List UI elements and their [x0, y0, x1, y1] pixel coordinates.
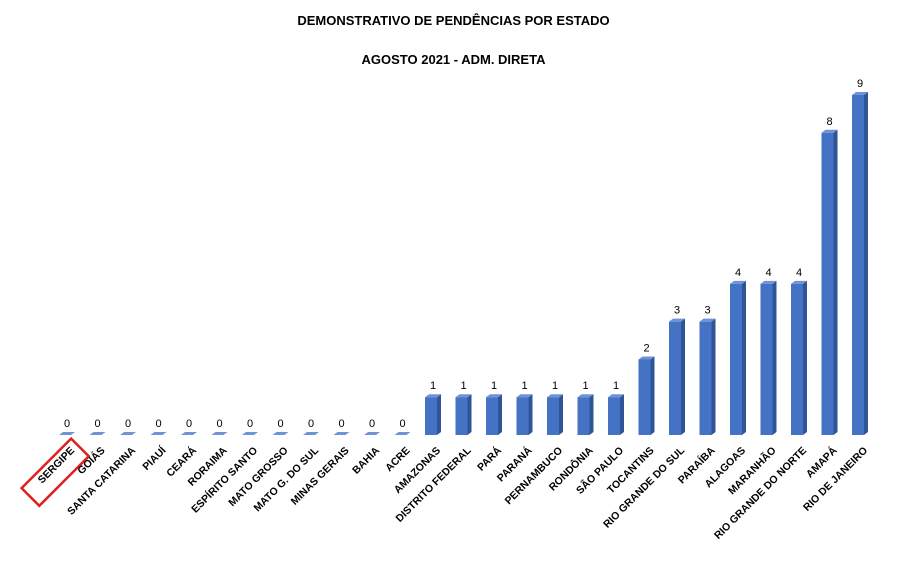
- bar-side: [620, 394, 624, 435]
- bar-top: [364, 432, 380, 435]
- bar-top: [821, 129, 838, 133]
- data-label: 3: [704, 305, 710, 317]
- bar-top: [760, 280, 777, 284]
- category-label: PARÁ: [474, 444, 504, 474]
- bar-top: [455, 394, 472, 398]
- bar: [852, 95, 864, 435]
- data-label: 1: [521, 380, 527, 392]
- bar-side: [772, 280, 777, 435]
- data-label: 1: [430, 380, 436, 392]
- category-label: BAHIA: [350, 444, 382, 476]
- bar-top: [211, 432, 228, 435]
- bar-top: [577, 394, 594, 398]
- bar-top: [425, 394, 441, 398]
- data-label: 0: [64, 418, 70, 430]
- bar-top: [89, 432, 106, 435]
- bar: [455, 397, 468, 435]
- bar-top: [852, 92, 868, 95]
- bar-side: [864, 92, 868, 435]
- bar: [638, 359, 651, 435]
- bar-top: [699, 318, 716, 322]
- bar: [547, 397, 559, 435]
- data-label: 0: [369, 418, 375, 430]
- chart-title: DEMONSTRATIVO DE PENDÊNCIAS POR ESTADO: [297, 13, 610, 28]
- bar: [699, 321, 712, 435]
- bar: [516, 397, 529, 435]
- chart-subtitle: AGOSTO 2021 - ADM. DIRETA: [361, 52, 546, 67]
- bar-side: [559, 394, 563, 435]
- bar-top: [333, 432, 350, 435]
- data-label: 1: [552, 380, 558, 392]
- bar-side: [803, 280, 807, 435]
- data-label: 0: [308, 418, 314, 430]
- bar: [608, 397, 620, 435]
- data-label: 9: [857, 78, 863, 90]
- data-label: 2: [643, 342, 649, 354]
- bar: [577, 397, 590, 435]
- bar-top: [486, 394, 502, 398]
- data-label: 0: [94, 418, 100, 430]
- bar-top: [638, 356, 655, 360]
- data-label: 0: [399, 418, 405, 430]
- data-label: 1: [491, 380, 497, 392]
- bar-top: [608, 394, 624, 398]
- bar-side: [650, 356, 655, 435]
- data-label: 1: [613, 380, 619, 392]
- data-label: 1: [582, 380, 588, 392]
- bar-top: [272, 432, 289, 435]
- category-label: SERGIPE: [36, 445, 77, 486]
- bar: [760, 283, 773, 435]
- bar-side: [711, 318, 716, 435]
- data-label: 4: [765, 267, 771, 279]
- bar: [730, 283, 742, 435]
- data-label: 4: [796, 267, 802, 279]
- bar-top: [59, 432, 75, 435]
- data-label: 0: [277, 418, 283, 430]
- bar-side: [498, 394, 502, 435]
- bar-top: [242, 432, 258, 435]
- data-label: 3: [674, 305, 680, 317]
- bar-top: [394, 432, 411, 435]
- bar-side: [833, 129, 838, 435]
- data-label: 0: [216, 418, 222, 430]
- bar: [821, 132, 834, 435]
- data-label: 8: [826, 116, 832, 128]
- bar: [669, 321, 681, 435]
- bar-side: [528, 394, 533, 435]
- data-label: 0: [155, 418, 161, 430]
- bar-top: [547, 394, 563, 398]
- bar-side: [467, 394, 472, 435]
- bar-top: [303, 432, 319, 435]
- bar: [791, 283, 803, 435]
- bar-side: [742, 280, 746, 435]
- data-label: 4: [735, 267, 741, 279]
- bar-top: [181, 432, 197, 435]
- highlight-box: [19, 436, 91, 508]
- bar-top: [516, 394, 533, 398]
- data-label: 0: [338, 418, 344, 430]
- bar-side: [681, 318, 685, 435]
- bar: [425, 397, 437, 435]
- category-label: PIAUÍ: [140, 443, 170, 473]
- bar-top: [120, 432, 136, 435]
- bar-side: [437, 394, 441, 435]
- bar-top: [730, 280, 746, 284]
- data-label: 1: [460, 380, 466, 392]
- bar-top: [791, 280, 807, 284]
- data-label: 0: [247, 418, 253, 430]
- bar-top: [669, 318, 685, 322]
- data-label: 0: [125, 418, 131, 430]
- data-label: 0: [186, 418, 192, 430]
- bar: [486, 397, 498, 435]
- bar-top: [150, 432, 167, 435]
- bar-side: [589, 394, 594, 435]
